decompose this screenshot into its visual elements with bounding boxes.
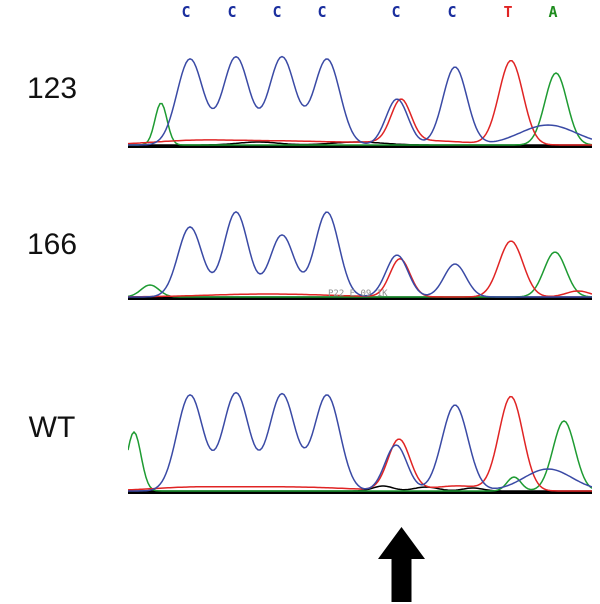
base-call-letter: C [317, 3, 327, 21]
base-call-letter: C [272, 3, 282, 21]
trace-channel-A [128, 72, 592, 146]
baseline [128, 491, 592, 494]
trace-panel-WT [128, 391, 592, 494]
mutation-arrow [378, 527, 425, 602]
trace-label-123: 123 [26, 72, 78, 105]
trace-file-caption: P22 E 09 1K [328, 289, 388, 299]
base-call-letter: C [391, 3, 401, 21]
arrow-shape [378, 527, 425, 602]
base-call-letter: T [503, 3, 513, 21]
trace-channel-C [128, 391, 592, 492]
base-call-letter: A [548, 3, 558, 21]
trace-channel-A [128, 420, 592, 492]
baseline [128, 297, 592, 300]
trace-channel-C [128, 55, 592, 146]
baseline [128, 145, 592, 148]
base-call-letter: C [227, 3, 237, 21]
trace-panel-123 [128, 55, 592, 148]
base-call-letter: C [447, 3, 457, 21]
trace-panel-166: P22 E 09 1K [128, 211, 592, 300]
trace-channel-C [128, 211, 592, 298]
trace-label-WT: WT [28, 411, 76, 444]
trace-channel-T [128, 395, 592, 492]
base-call-letter: C [181, 3, 191, 21]
trace-channel-T [128, 240, 592, 298]
trace-label-166: 166 [26, 228, 78, 261]
